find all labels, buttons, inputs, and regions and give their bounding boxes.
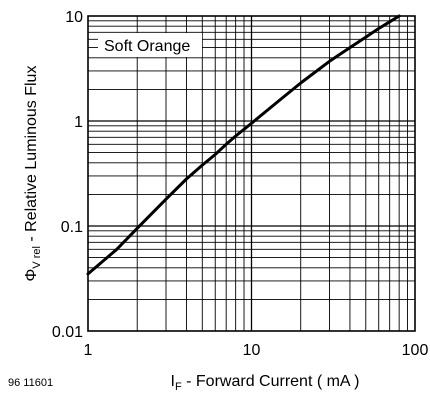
y-axis-label: ΦV rel - Relative Luminous Flux [23,66,43,282]
x-tick-label: 10 [243,342,261,359]
y-tick-label: 0.01 [52,324,83,341]
y-axis-text: - Relative Luminous Flux [23,66,40,247]
major-grid [88,16,415,331]
x-axis-subscript: F [175,381,182,393]
y-axis-symbol: Φ [23,269,40,282]
x-tick-label: 1 [84,342,93,359]
y-tick-label: 1 [74,114,83,131]
legend-box [98,33,202,57]
x-axis-text: - Forward Current ( mA ) [182,373,360,390]
x-axis-label: IF - Forward Current ( mA ) [171,373,360,393]
figure-id: 96 11601 [8,377,53,389]
plot-frame [87,15,416,332]
x-tick-labels: 1 10 100 [84,342,429,359]
x-axis-symbol: I [171,373,175,390]
y-tick-label: 10 [65,9,83,26]
legend-label: Soft Orange [104,38,190,55]
x-tick-label: 100 [402,342,429,359]
series-line [86,14,401,276]
y-tick-label: 0.1 [61,219,83,236]
series-layer [86,14,401,276]
y-axis-subscript: V rel [31,246,43,269]
y-tick-labels: 0.01 0.1 1 10 [52,9,83,341]
legend: Soft Orange [98,33,202,57]
